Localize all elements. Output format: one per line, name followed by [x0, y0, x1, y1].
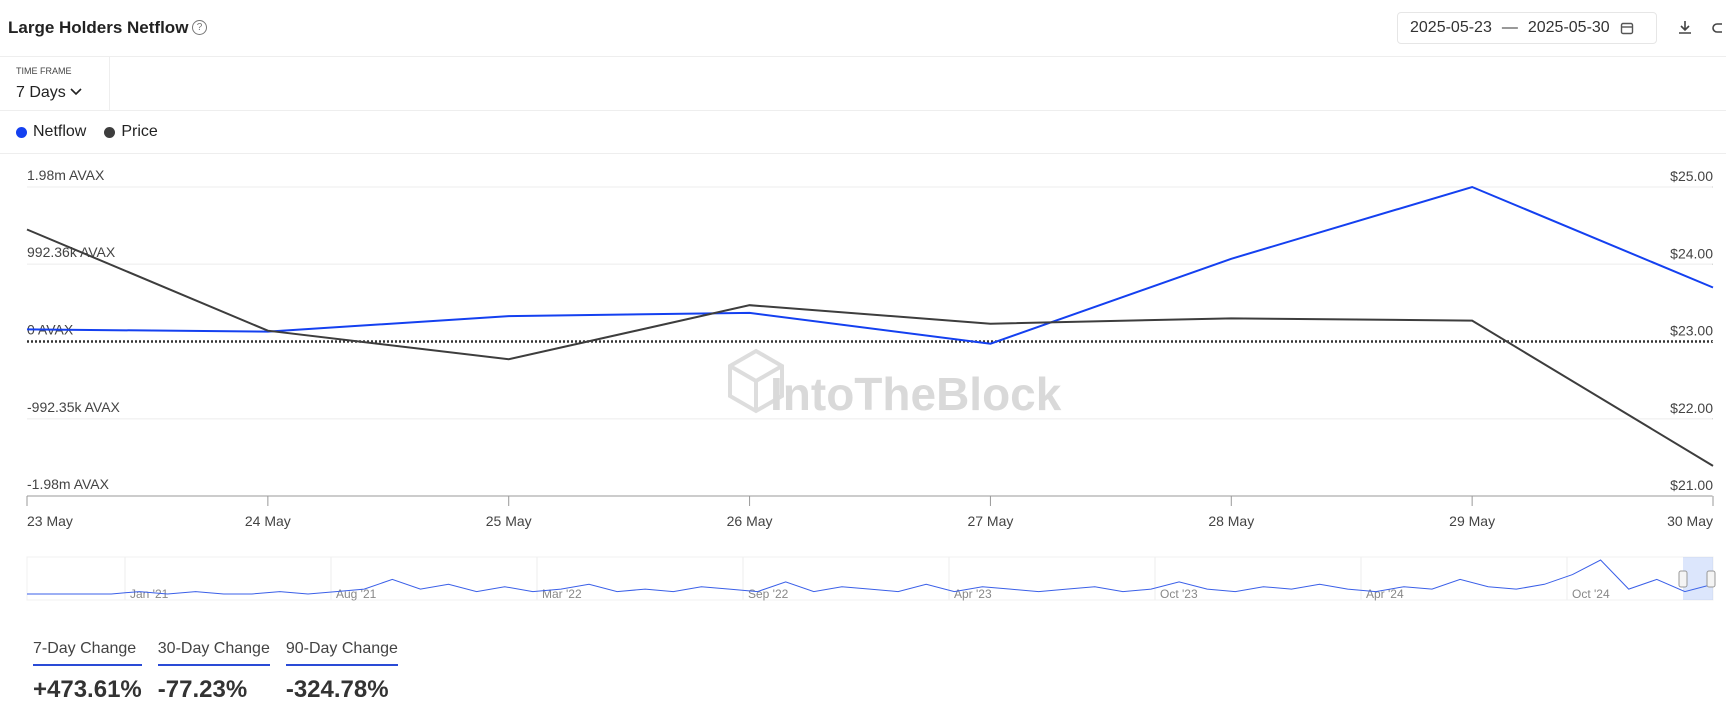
- y-tick-label: 992.36k AVAX: [27, 244, 116, 260]
- legend-dot[interactable]: [16, 126, 27, 138]
- x-tick-label: 27 May: [967, 513, 1013, 529]
- y2-tick-label: $21.00: [1670, 477, 1713, 493]
- stat-label[interactable]: 7-Day Change: [33, 640, 142, 666]
- stat-value: -77.23%: [157, 676, 248, 703]
- navigator-label: Mar '22: [542, 587, 582, 601]
- divider: [0, 110, 1726, 111]
- stats: 7-Day Change +473.61% 30-Day Change -77.23%…: [33, 640, 398, 704]
- timeframe-label: TIME FRAME: [16, 66, 72, 76]
- x-tick-label: 25 May: [486, 513, 532, 529]
- timeframe-value[interactable]: 7 Days: [16, 84, 66, 101]
- navigator-line: [27, 559, 1714, 595]
- watermark: IntoTheBlock: [728, 348, 1062, 420]
- date-separator: —: [1501, 19, 1518, 36]
- date-from[interactable]: 2025-05-23: [1410, 19, 1492, 36]
- navigator-label: Jan '21: [130, 587, 169, 601]
- stat-label[interactable]: 90-Day Change: [285, 640, 398, 666]
- divider: [0, 153, 1726, 154]
- navigator-label: Oct '24: [1572, 587, 1610, 601]
- series-line: [26, 228, 1714, 467]
- stat-label[interactable]: 30-Day Change: [157, 640, 270, 666]
- navigator-frame: [26, 556, 1714, 601]
- help-icon[interactable]: ?: [192, 20, 207, 35]
- calendar-icon[interactable]: [1620, 21, 1634, 35]
- x-tick-label: 24 May: [245, 513, 291, 529]
- stat-value: +473.61%: [33, 676, 142, 703]
- y2-tick-label: $23.00: [1670, 323, 1713, 339]
- stat[interactable]: 30-Day Change -77.23%: [157, 640, 270, 704]
- y2-tick-label: $22.00: [1670, 400, 1713, 416]
- download-icon[interactable]: [1676, 19, 1694, 37]
- legend-dot[interactable]: [104, 126, 116, 138]
- watermark-text: IntoTheBlock: [770, 368, 1062, 420]
- date-range[interactable]: 2025-05-23 — 2025-05-30: [1397, 12, 1657, 44]
- series-line: [26, 185, 1714, 345]
- y-tick-label: -992.35k AVAX: [27, 399, 121, 415]
- x-tick-label: 23 May: [27, 513, 73, 529]
- chevron: [70, 88, 82, 96]
- navigator-label: Oct '23: [1160, 587, 1198, 601]
- stat[interactable]: 90-Day Change -324.78%: [285, 640, 398, 704]
- legend-item[interactable]: Price: [104, 123, 158, 141]
- timeframe-box: [0, 56, 110, 110]
- x-tick-label: 28 May: [1208, 513, 1254, 529]
- title: Large Holders Netflow: [8, 18, 189, 37]
- y2-tick-label: $25.00: [1670, 168, 1713, 184]
- x-tick-label: 29 May: [1449, 513, 1495, 529]
- divider: [0, 56, 1726, 57]
- legend-label[interactable]: Price: [121, 123, 158, 140]
- date-to[interactable]: 2025-05-30: [1527, 19, 1610, 36]
- x-tick-label: 30 May: [1667, 513, 1713, 529]
- legend-item[interactable]: Netflow: [16, 123, 86, 141]
- y-tick-label: 1.98m AVAX: [27, 167, 105, 183]
- stat-value: -324.78%: [285, 676, 389, 703]
- stat[interactable]: 7-Day Change +473.61%: [33, 640, 142, 704]
- watermark-logo: [728, 348, 784, 414]
- navigator-handle[interactable]: [1706, 570, 1716, 588]
- navigator-label: Apr '24: [1366, 587, 1404, 601]
- share-icon[interactable]: [1712, 19, 1726, 37]
- navigator-label: Apr '23: [954, 587, 992, 601]
- legend: Netflow Price: [16, 123, 158, 141]
- y-tick-label: -1.98m AVAX: [27, 476, 110, 492]
- timeframe-select[interactable]: 7 Days: [16, 84, 82, 102]
- legend-label[interactable]: Netflow: [33, 123, 87, 140]
- x-tick-label: 26 May: [727, 513, 773, 529]
- navigator-label: Aug '21: [336, 587, 377, 601]
- y2-tick-label: $24.00: [1670, 245, 1713, 261]
- navigator-handle[interactable]: [1678, 570, 1688, 588]
- navigator-label: Sep '22: [748, 587, 789, 601]
